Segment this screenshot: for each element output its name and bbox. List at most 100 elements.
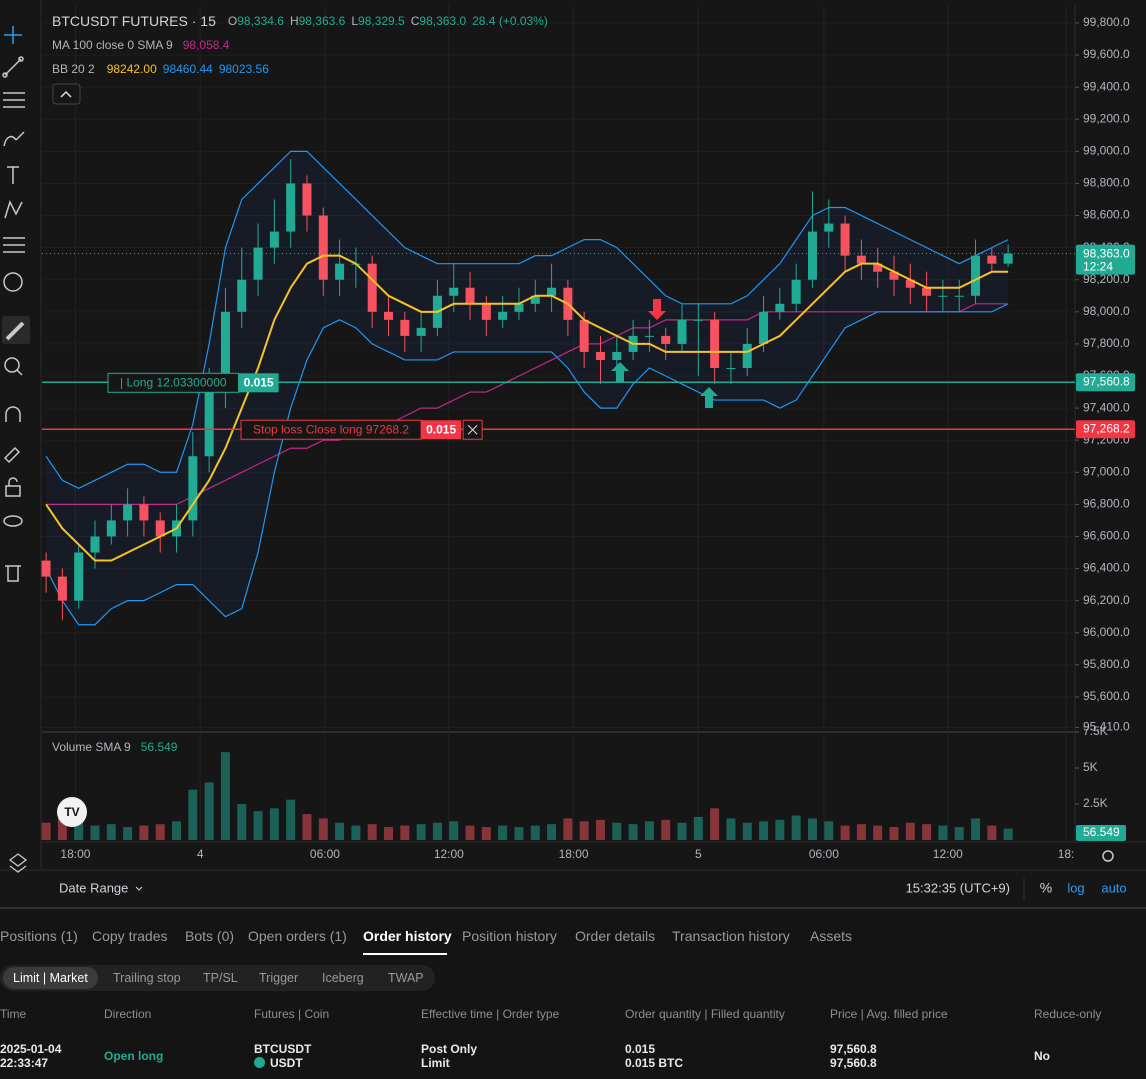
subtab[interactable]: TWAP [388,971,424,985]
volume-label: 56.549 [1083,825,1120,839]
tab[interactable]: Transaction history [672,928,790,944]
price-label-box [1076,373,1135,392]
x-tick-label: 18:00 [60,847,90,861]
y-tick-label: 95,600.0 [1083,689,1130,703]
background [0,0,1146,910]
table-cell: 0.015 BTC [625,1056,684,1070]
change: 28.4 (+0.03%) [472,14,548,28]
candle-body [873,263,883,272]
subtabs: Limit | Market Trailing stop TP/SL Trigger I… [0,965,435,991]
price-label: 97,268.2 [1083,421,1130,435]
emoji-icon[interactable] [3,272,23,292]
volume-bar [220,752,230,840]
subtab[interactable]: Trailing stop [113,971,181,985]
volume-bar [106,824,116,840]
volume-bar [74,819,84,840]
volume-bar [400,825,410,840]
tab[interactable]: Positions (1) [0,928,78,944]
date-range[interactable]: Date Range [59,880,128,895]
tab[interactable]: Open orders (1) [248,928,347,944]
x-tick-label: 18: [1058,847,1075,861]
channel-icon[interactable] [3,92,25,108]
collapse-button[interactable] [52,83,81,105]
candle-body [905,279,915,288]
tv-logo[interactable] [57,797,87,827]
candle-body [595,351,605,360]
volume-bar [547,824,557,840]
log-toggle[interactable]: log [1067,880,1084,895]
ohlc-value: 98,363.0 [419,14,466,28]
sell-arrow[interactable] [648,299,666,320]
subtab[interactable]: Trigger [259,971,299,985]
order-panel: Positions (1) Copy trades Bots (0) Open ord… [0,910,1146,1079]
settings-icon[interactable] [1102,850,1114,862]
tab[interactable]: Copy trades [92,928,168,944]
candle-body [416,327,426,336]
legend-line: Volume SMA 9 56.549 [52,740,178,754]
buy-arrow[interactable] [700,387,718,408]
tab[interactable]: Order details [575,928,656,944]
y-tick-label: 97,800.0 [1083,336,1130,350]
text-icon[interactable] [7,166,19,184]
x-tick-label: 12:00 [434,847,464,861]
brush-icon[interactable] [3,131,25,147]
tab-underline [363,953,447,955]
volume-bar [367,824,377,840]
ohlc-key: O [228,14,237,28]
eye-icon[interactable] [3,515,23,527]
pattern-icon[interactable] [4,200,23,219]
candle-body [1003,253,1013,264]
magnet-icon[interactable] [5,406,21,422]
volume-bar [465,825,475,840]
y-tick-label: 96,800.0 [1083,497,1130,511]
y-tick-label: 99,600.0 [1083,47,1130,61]
y-tick-label: 96,400.0 [1083,561,1130,575]
candle-body [41,560,51,577]
ruler-icon[interactable] [5,321,25,341]
volume-name: Volume SMA 9 [52,740,131,754]
candle-body [775,303,785,312]
zoom-icon[interactable] [4,357,20,373]
volume-bar [987,825,997,840]
candle-body [465,287,475,304]
subtab[interactable]: Iceberg [322,971,364,985]
y-tick-label: 96,600.0 [1083,529,1130,543]
candle-body [335,263,345,280]
volume-bar [889,827,899,840]
y-tick-label: 99,200.0 [1083,111,1130,125]
pencil-lock-icon[interactable] [3,446,21,464]
volume-bar [742,822,752,840]
candle-body [237,279,247,312]
volume-bar [204,782,214,840]
percent-toggle[interactable]: % [1040,880,1052,896]
column-header: Price | Avg. filled price [830,1007,948,1021]
layers-icon[interactable] [8,853,28,873]
x-tick-label: 12:00 [933,847,963,861]
volume-bar [873,825,883,840]
volume-bar [155,824,165,840]
clock[interactable]: 15:32:35 (UTC+9) [906,880,1010,895]
trash-icon[interactable] [5,565,21,582]
tab[interactable]: Assets [810,928,853,944]
tab[interactable]: Order history [363,928,452,944]
auto-toggle[interactable]: auto [1101,880,1126,895]
subtab[interactable]: TP/SL [203,971,238,985]
price-label-box [1076,420,1135,439]
toolbar-icons[interactable] [2,26,30,582]
subtab[interactable]: Limit | Market [3,967,98,989]
indicator-name: MA 100 close 0 SMA 9 [52,38,173,52]
fib-icon[interactable] [3,237,25,253]
lock-icon[interactable] [5,485,21,497]
x-tick-label: 18:00 [559,847,589,861]
y-tick-label: 96,000.0 [1083,625,1130,639]
table-cell: Open long [104,1049,164,1063]
line-icon[interactable] [4,58,22,76]
table-cell: Limit [421,1056,450,1070]
tab[interactable]: Bots (0) [185,928,235,944]
buy-arrow[interactable] [611,362,629,383]
x-tick-label: 06:00 [310,847,340,861]
y-tick-label: 98,200.0 [1083,272,1130,286]
crosshair-icon[interactable] [4,26,22,44]
ohlc-value: 98,329.5 [358,14,405,28]
tab[interactable]: Position history [462,928,557,944]
